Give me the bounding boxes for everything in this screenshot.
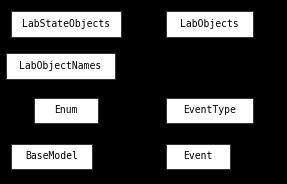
FancyBboxPatch shape: [166, 11, 253, 37]
FancyBboxPatch shape: [6, 53, 115, 79]
FancyBboxPatch shape: [166, 144, 230, 169]
Text: LabStateObjects: LabStateObjects: [22, 19, 110, 29]
Text: LabObjectNames: LabObjectNames: [19, 61, 101, 71]
Text: EventType: EventType: [183, 105, 236, 115]
Text: BaseModel: BaseModel: [25, 151, 78, 161]
Text: LabObjects: LabObjects: [180, 19, 239, 29]
Text: Event: Event: [183, 151, 213, 161]
FancyBboxPatch shape: [166, 98, 253, 123]
FancyBboxPatch shape: [11, 144, 92, 169]
Text: Enum: Enum: [54, 105, 78, 115]
FancyBboxPatch shape: [11, 11, 121, 37]
FancyBboxPatch shape: [34, 98, 98, 123]
